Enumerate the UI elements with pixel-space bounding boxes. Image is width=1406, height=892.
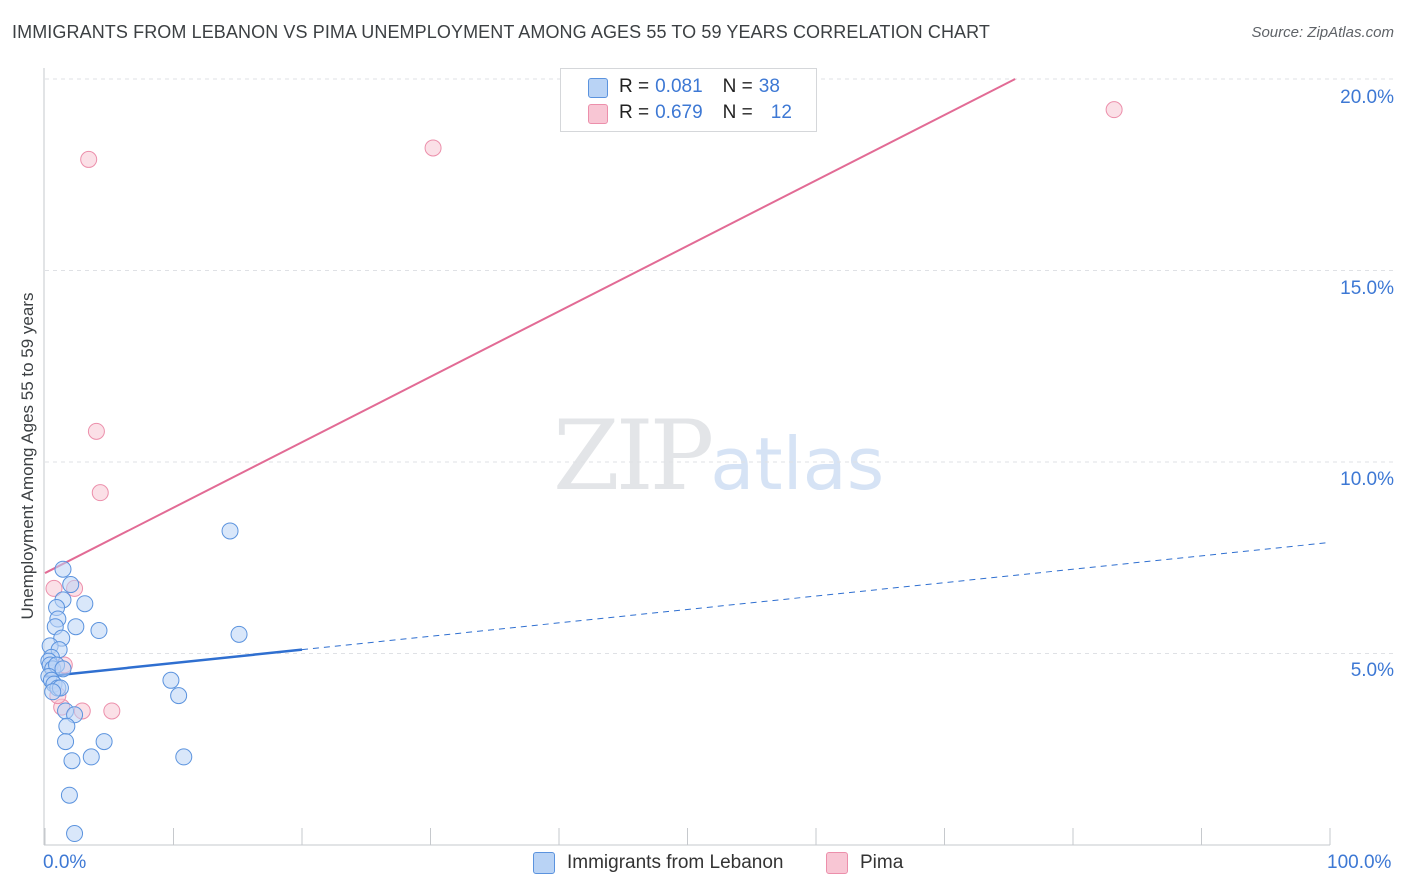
point-pima-5	[45, 579, 63, 597]
watermark-atlas: atlas	[710, 422, 885, 506]
point-pima-2	[1105, 101, 1123, 119]
point-lebanon-33	[221, 522, 239, 540]
point-pima-9	[103, 702, 121, 720]
trendline-lebanon	[44, 648, 303, 678]
point-lebanon-37	[175, 748, 193, 766]
point-lebanon-3	[76, 595, 94, 613]
point-lebanon-8	[90, 622, 108, 640]
legend-swatch-lebanon	[533, 852, 555, 874]
point-lebanon-1	[62, 576, 80, 594]
chart-title: IMMIGRANTS FROM LEBANON VS PIMA UNEMPLOY…	[12, 22, 991, 42]
point-lebanon-23	[44, 683, 62, 701]
legend-swatch-lebanon	[588, 78, 608, 98]
series-legend: Immigrants from Lebanon Pima	[0, 850, 1406, 880]
legend-swatch-pima	[588, 104, 608, 124]
point-pima-0	[80, 150, 98, 168]
n-value: 12	[770, 102, 792, 123]
point-lebanon-29	[63, 752, 81, 770]
legend-item-pima[interactable]: Pima	[826, 852, 903, 874]
point-lebanon-26	[58, 717, 76, 735]
x-tick-label-min: 0.0%	[43, 852, 87, 873]
legend-label-pima: Pima	[860, 852, 904, 873]
point-pima-1	[424, 139, 442, 157]
stats-legend-row-pima: R = 0.679 N = 12	[588, 101, 792, 125]
point-lebanon-17	[54, 660, 72, 678]
legend-swatch-pima	[826, 852, 848, 874]
source-label: Source: ZipAtlas.com	[1251, 24, 1394, 41]
point-lebanon-34	[230, 625, 248, 643]
r-value: 0.081	[655, 76, 703, 97]
x-tick-label-max: 100.0%	[1327, 852, 1392, 873]
legend-item-lebanon[interactable]: Immigrants from Lebanon	[533, 852, 784, 874]
point-lebanon-7	[67, 618, 85, 636]
trendline-lebanon-extrapolated	[301, 541, 1331, 651]
stats-legend-row-lebanon: R = 0.081 N = 38	[588, 75, 780, 99]
n-label: N =	[722, 76, 753, 97]
n-value: 38	[758, 76, 780, 97]
n-label: N =	[722, 102, 753, 123]
stats-legend: R = 0.081 N = 38 R = 0.679 N = 12	[560, 68, 817, 132]
y-tick-label-15: 15.0%	[1340, 278, 1394, 299]
point-lebanon-36	[170, 687, 188, 705]
r-value: 0.679	[655, 102, 703, 123]
y-tick-label-5: 5.0%	[1350, 660, 1394, 681]
point-lebanon-0	[54, 560, 72, 578]
point-lebanon-35	[162, 671, 180, 689]
point-pima-3	[87, 422, 105, 440]
watermark: ZIPatlas	[553, 400, 884, 512]
point-lebanon-30	[82, 748, 100, 766]
point-lebanon-27	[57, 733, 75, 751]
point-lebanon-32	[66, 825, 84, 843]
watermark-zip: ZIP	[553, 400, 714, 512]
legend-label-lebanon: Immigrants from Lebanon	[567, 852, 784, 873]
r-label: R =	[619, 102, 650, 123]
point-lebanon-31	[60, 786, 78, 804]
y-tick-label-10: 10.0%	[1340, 469, 1394, 490]
point-lebanon-28	[95, 733, 113, 751]
point-pima-4	[91, 484, 109, 502]
trendline-pima	[44, 78, 1016, 574]
r-label: R =	[619, 76, 650, 97]
y-tick-label-20: 20.0%	[1340, 87, 1394, 108]
